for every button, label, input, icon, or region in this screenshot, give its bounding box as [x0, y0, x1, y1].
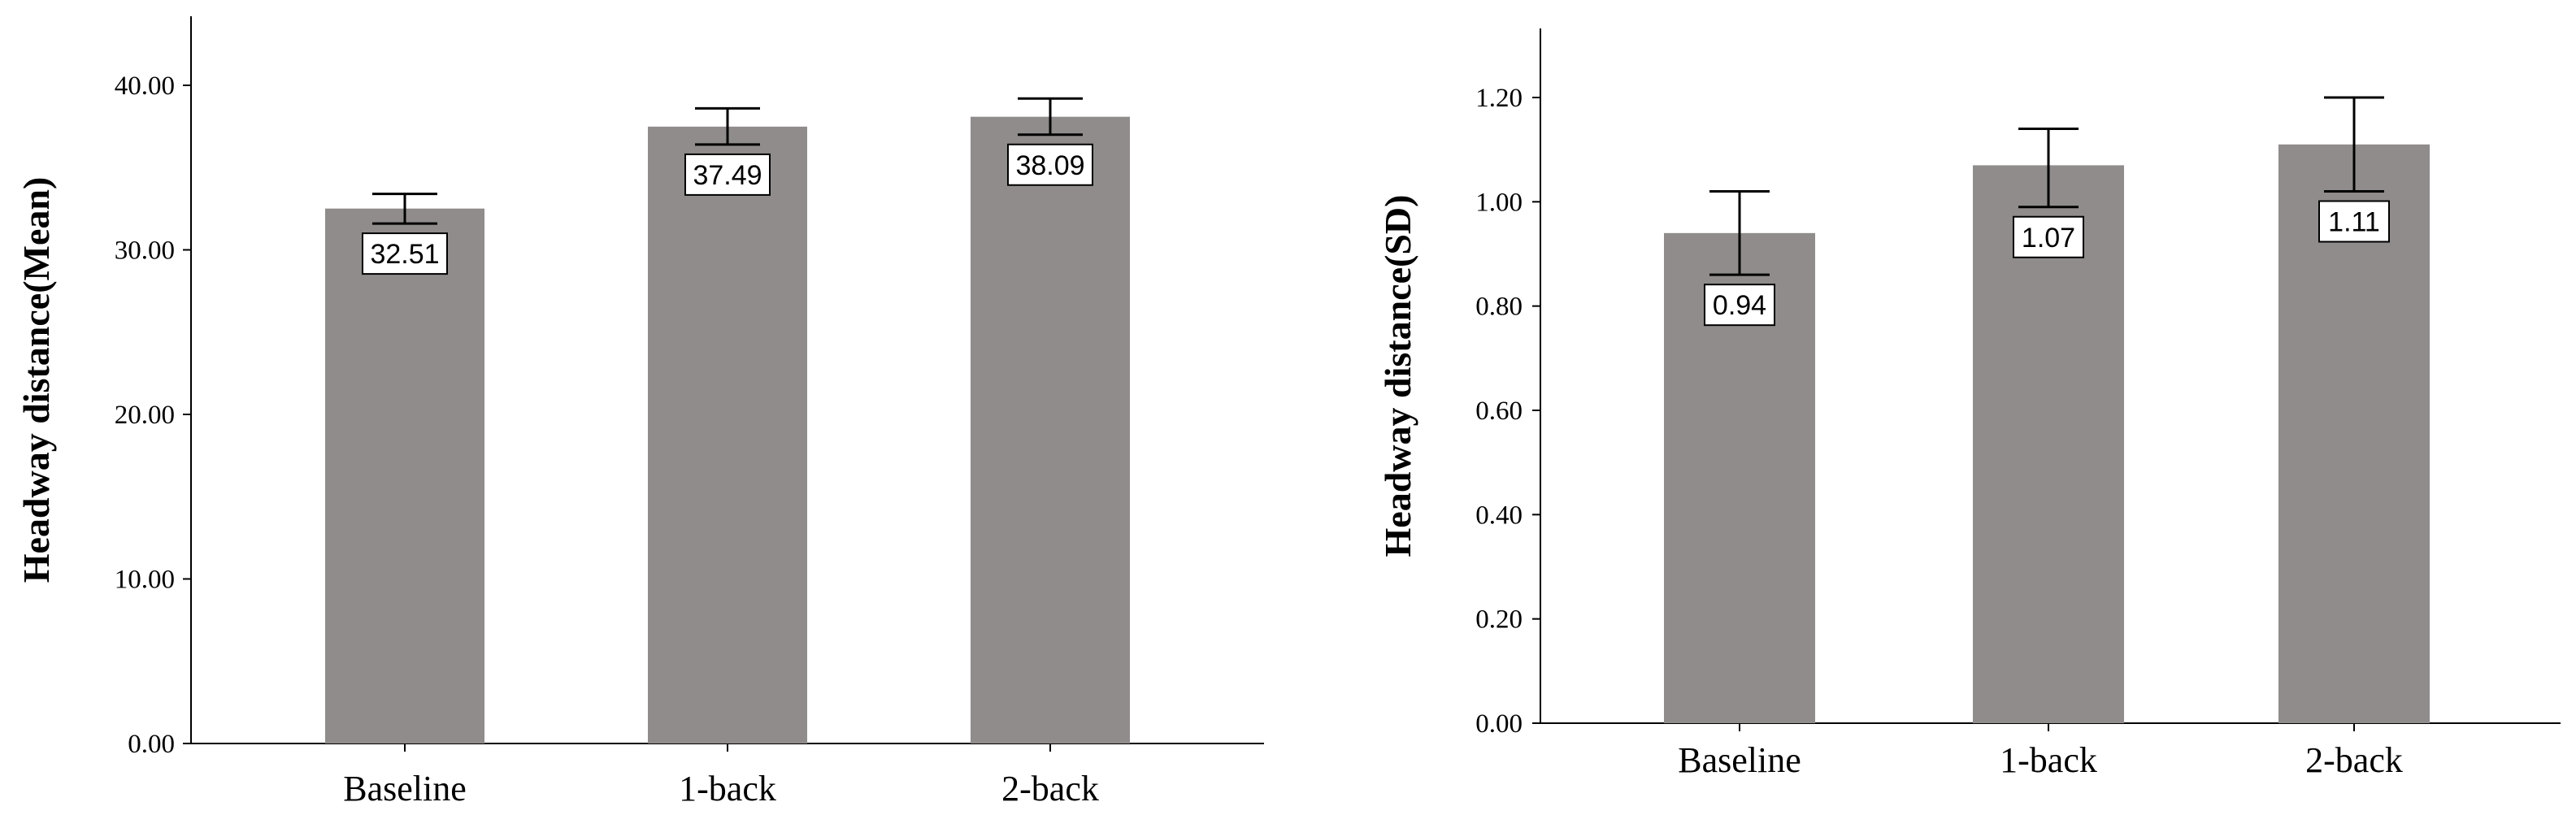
error-bar [695, 106, 760, 146]
svg-text:37.49: 37.49 [693, 160, 762, 191]
data-label: 0.94 [1704, 284, 1775, 327]
error-bar [372, 193, 437, 225]
x-tick-label: 2-back [2305, 740, 2403, 780]
data-label: 1.07 [2013, 215, 2084, 258]
svg-text:0.94: 0.94 [1713, 290, 1766, 321]
error-bar [2324, 96, 2384, 193]
bar-1-back [1973, 165, 2124, 723]
x-tick-label: 1-back [679, 769, 776, 808]
y-tick-label: 0.60 [1475, 397, 1523, 426]
y-axis-title: Headway distance(Mean) [15, 177, 57, 583]
y-tick-label: 1.20 [1475, 84, 1523, 113]
data-label: 37.49 [684, 153, 771, 196]
bar-1-back [648, 126, 807, 743]
y-axis-title: Headway distance(SD) [1377, 195, 1418, 557]
chart-2: 0.00 0.20 0.40 0.60 0.80 1.00 1.20 Headway dist… [1377, 28, 2561, 780]
y-tick-label: 10.00 [115, 566, 175, 595]
data-label: 1.11 [2318, 200, 2390, 243]
bar-2-back [971, 116, 1130, 744]
svg-text:1.11: 1.11 [2328, 207, 2380, 238]
svg-text:38.09: 38.09 [1015, 150, 1084, 181]
y-tick-label: 0.80 [1475, 293, 1523, 322]
data-label: 32.51 [362, 232, 448, 275]
x-tick-label: 1-back [2000, 740, 2097, 780]
data-label: 38.09 [1007, 143, 1093, 186]
y-tick-label: 0.00 [1475, 709, 1523, 739]
x-tick-label: 2-back [1001, 769, 1099, 808]
bar-baseline [325, 208, 484, 743]
error-bar [2018, 128, 2079, 209]
y-tick-label: 0.00 [128, 730, 175, 759]
y-tick-label: 30.00 [115, 236, 175, 266]
error-bar [1709, 190, 1770, 276]
y-tick-label: 40.00 [115, 72, 175, 101]
y-tick-label: 0.20 [1475, 605, 1523, 635]
x-tick-label: Baseline [1678, 740, 1801, 780]
y-tick-label: 0.40 [1475, 501, 1523, 530]
chart-1: 0.00 10.00 20.00 30.00 40.00 Headway distance… [15, 16, 1264, 808]
svg-text:1.07: 1.07 [2022, 223, 2075, 254]
error-bar [1018, 97, 1083, 137]
svg-text:32.51: 32.51 [370, 239, 439, 270]
y-tick-label: 20.00 [115, 401, 175, 430]
y-tick-label: 1.00 [1475, 188, 1523, 217]
x-tick-label: Baseline [343, 769, 467, 808]
